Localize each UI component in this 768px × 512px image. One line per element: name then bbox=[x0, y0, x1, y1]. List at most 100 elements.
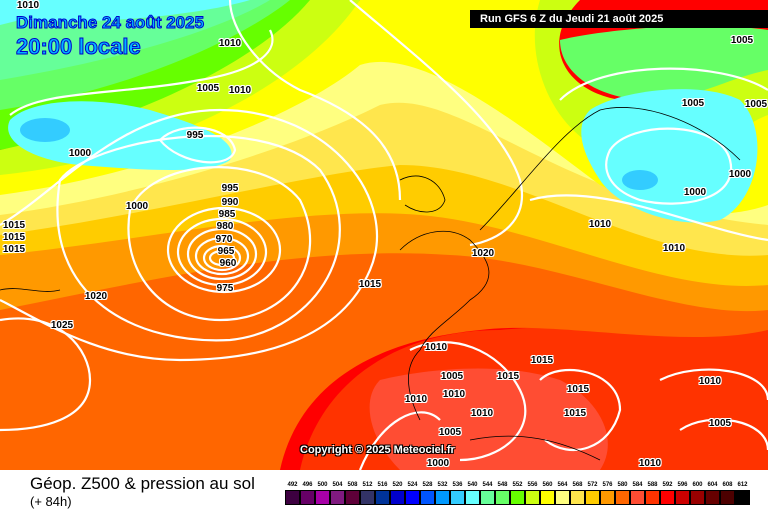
legend-swatch: 580 bbox=[614, 480, 630, 505]
legend-value: 552 bbox=[512, 482, 523, 488]
legend-color bbox=[299, 490, 315, 505]
isobar-label: 1005 bbox=[730, 35, 754, 46]
legend-color bbox=[359, 490, 375, 505]
isobar-label: 985 bbox=[218, 209, 236, 220]
legend-color bbox=[284, 490, 300, 505]
isobar-label: 1010 bbox=[228, 85, 252, 96]
legend-value: 500 bbox=[317, 482, 328, 488]
legend-color bbox=[329, 490, 345, 505]
isobar-label: 1015 bbox=[358, 279, 382, 290]
legend-color bbox=[614, 490, 630, 505]
legend-color bbox=[584, 490, 600, 505]
isobar-label: 1010 bbox=[424, 342, 448, 353]
isobar-label: 990 bbox=[221, 197, 239, 208]
legend-color bbox=[734, 490, 750, 505]
legend-color bbox=[689, 490, 705, 505]
legend-swatch: 576 bbox=[599, 480, 615, 505]
legend-value: 492 bbox=[287, 482, 298, 488]
isobar-label: 1015 bbox=[530, 355, 554, 366]
legend-swatch: 536 bbox=[449, 480, 465, 505]
legend-color bbox=[674, 490, 690, 505]
isobar-label: 995 bbox=[186, 130, 204, 141]
legend-color bbox=[479, 490, 495, 505]
legend-color bbox=[554, 490, 570, 505]
isobar-label: 1010 bbox=[662, 243, 686, 254]
legend-value: 512 bbox=[362, 482, 373, 488]
legend-swatch: 500 bbox=[314, 480, 330, 505]
isobar-label: 1000 bbox=[426, 458, 450, 469]
legend-value: 528 bbox=[422, 482, 433, 488]
isobar-label: 975 bbox=[216, 283, 234, 294]
legend-color bbox=[629, 490, 645, 505]
legend-value: 584 bbox=[632, 482, 643, 488]
color-scale-legend: 492 496 500 504 508 512 516 520 524 528 532 536 540 5… bbox=[284, 480, 750, 505]
isobar-label: 1000 bbox=[68, 148, 92, 159]
legend-color bbox=[569, 490, 585, 505]
isobar-label: 1005 bbox=[196, 83, 220, 94]
legend-color bbox=[494, 490, 510, 505]
legend-swatch: 564 bbox=[554, 480, 570, 505]
isobar-label: 1010 bbox=[698, 376, 722, 387]
geopotential-field bbox=[0, 0, 768, 470]
legend-value: 592 bbox=[662, 482, 673, 488]
legend-color bbox=[704, 490, 720, 505]
legend-swatch: 612 bbox=[734, 480, 750, 505]
legend-swatch: 524 bbox=[404, 480, 420, 505]
legend-color bbox=[599, 490, 615, 505]
legend-swatch: 544 bbox=[479, 480, 495, 505]
legend-value: 568 bbox=[572, 482, 583, 488]
map-title: Géop. Z500 & pression au sol bbox=[30, 474, 255, 493]
isobar-label: 1025 bbox=[50, 320, 74, 331]
legend-swatch: 508 bbox=[344, 480, 360, 505]
legend-color bbox=[344, 490, 360, 505]
isobar-label: 1015 bbox=[566, 384, 590, 395]
isobar-label: 1000 bbox=[683, 187, 707, 198]
isobar-label: 1000 bbox=[728, 169, 752, 180]
legend-swatch: 596 bbox=[674, 480, 690, 505]
legend-value: 544 bbox=[482, 482, 493, 488]
legend-color bbox=[524, 490, 540, 505]
legend-swatch: 604 bbox=[704, 480, 720, 505]
legend-swatch: 540 bbox=[464, 480, 480, 505]
isobar-label: 1005 bbox=[440, 371, 464, 382]
isobar-label: 1005 bbox=[708, 418, 732, 429]
isobar-label: 970 bbox=[215, 234, 233, 245]
legend-value: 548 bbox=[497, 482, 508, 488]
isobar-label: 995 bbox=[221, 183, 239, 194]
legend-value: 520 bbox=[392, 482, 403, 488]
legend-value: 600 bbox=[692, 482, 703, 488]
legend-color bbox=[374, 490, 390, 505]
legend-color bbox=[659, 490, 675, 505]
legend-value: 556 bbox=[527, 482, 538, 488]
legend-swatch: 520 bbox=[389, 480, 405, 505]
legend-color bbox=[314, 490, 330, 505]
legend-value: 496 bbox=[302, 482, 313, 488]
isobar-label: 960 bbox=[219, 258, 237, 269]
isobar-label: 1015 bbox=[2, 220, 26, 231]
legend-swatch: 504 bbox=[329, 480, 345, 505]
legend-swatch: 548 bbox=[494, 480, 510, 505]
legend-color bbox=[509, 490, 525, 505]
copyright: Copyright © 2025 Meteociel.fr bbox=[300, 444, 455, 456]
isobar-label: 1010 bbox=[218, 38, 242, 49]
legend-color bbox=[464, 490, 480, 505]
isobar-label: 1015 bbox=[496, 371, 520, 382]
legend-color bbox=[389, 490, 405, 505]
isobar-label: 980 bbox=[216, 221, 234, 232]
isobar-label: 1020 bbox=[84, 291, 108, 302]
legend-swatch: 512 bbox=[359, 480, 375, 505]
legend-value: 608 bbox=[722, 482, 733, 488]
legend-value: 596 bbox=[677, 482, 688, 488]
isobar-label: 1015 bbox=[2, 232, 26, 243]
legend-value: 572 bbox=[587, 482, 598, 488]
isobar-label: 1020 bbox=[471, 248, 495, 259]
legend-swatch: 600 bbox=[689, 480, 705, 505]
legend-value: 604 bbox=[707, 482, 718, 488]
legend-value: 560 bbox=[542, 482, 553, 488]
lead-time: (+ 84h) bbox=[30, 494, 72, 509]
legend-swatch: 592 bbox=[659, 480, 675, 505]
isobar-label: 1005 bbox=[681, 98, 705, 109]
forecast-date: Dimanche 24 août 2025 bbox=[15, 13, 205, 33]
legend-swatch: 588 bbox=[644, 480, 660, 505]
isobar-label: 1010 bbox=[470, 408, 494, 419]
